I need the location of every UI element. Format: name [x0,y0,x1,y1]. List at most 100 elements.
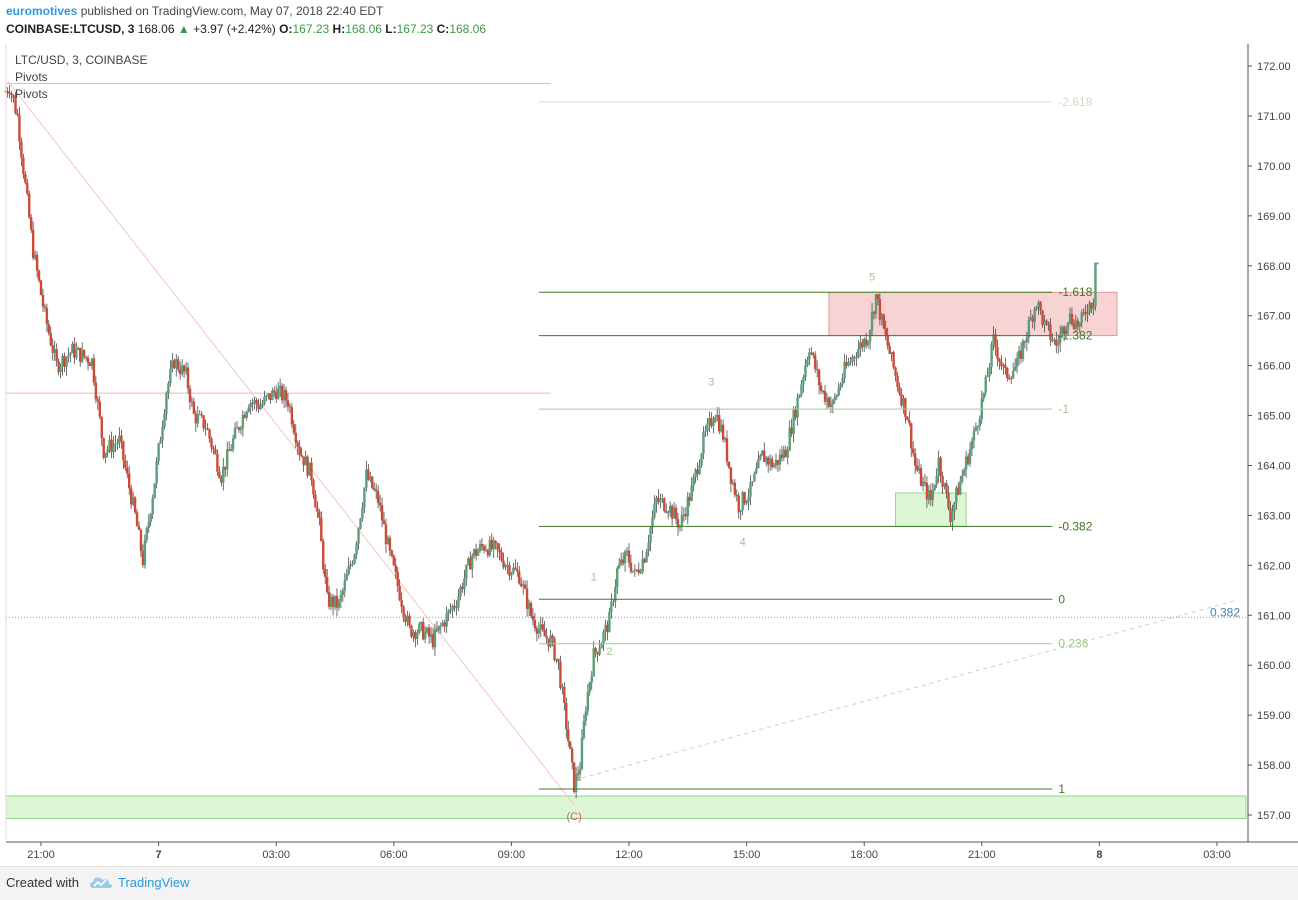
candle [224,466,227,478]
tradingview-brand-link[interactable]: TradingView [118,875,190,890]
candle-body [639,571,642,573]
candle-body [559,661,562,689]
candle-body [608,611,611,633]
candle-body [592,648,595,677]
candle-body [833,397,836,401]
candle [110,431,113,459]
tradingview-cloud-icon[interactable] [88,873,114,891]
fib-level-label: 0.236 [1058,637,1088,651]
candle [941,471,944,495]
candle-body [637,569,640,573]
candle [329,593,333,611]
candle-body [227,449,231,451]
candle [6,87,9,98]
candle-body [700,453,703,466]
author-link[interactable]: euromotives [6,4,78,18]
candle [747,488,750,511]
fib-level-label: -1.382 [1058,329,1092,343]
candle [276,381,280,400]
candle [688,492,691,507]
candle-body [590,676,593,683]
candle [684,507,688,521]
candle-body [1059,333,1062,344]
candle-body [621,559,625,564]
candle-body [204,428,207,430]
candle [180,359,184,377]
candle [1000,355,1003,371]
fib-level-label: 1 [1058,782,1065,796]
candle [1045,319,1048,327]
candle [949,501,952,528]
candle [206,423,209,431]
candle [514,559,517,571]
candle [557,658,560,670]
candle-body [292,424,296,433]
candle-body [841,378,844,385]
candle-body [541,624,544,630]
candle-body [845,362,848,366]
candle [933,484,936,492]
candle [339,589,343,609]
candle-body [390,550,394,556]
candle-body [84,356,88,358]
candle-body [725,438,729,462]
candle [171,353,174,373]
candle [723,436,727,443]
candle [188,384,192,410]
candle [729,467,733,493]
candle [672,501,676,519]
candle-body [55,349,58,362]
candle-body [898,387,901,394]
candle [335,588,339,617]
pivots-indicator-2[interactable]: Pivots [15,87,48,101]
candle-body [606,624,609,633]
candle-body [602,632,605,644]
candle-body [880,314,884,320]
fib-levels-layer: -2.618 -1.618 -1.382 -1 -0.382 0 0.236 1 [538,95,1093,796]
candle [435,621,439,633]
candle-body [817,370,821,386]
candle [241,410,245,437]
candle-body [253,400,256,403]
candle [106,445,109,458]
candle [202,414,205,432]
candle [98,395,101,420]
candle [131,491,135,506]
fib-level-label: -0.382 [1058,519,1092,533]
x-tick-label: 06:00 [380,849,408,861]
candle [962,467,966,477]
candle [868,329,872,350]
candle [529,600,533,619]
candle-body [896,375,899,388]
candle-body [355,543,358,555]
candle-body [88,363,92,366]
candle [908,411,911,427]
candle-body [855,357,858,359]
candle [275,385,278,403]
candle [26,178,29,196]
candle [1017,345,1021,366]
candle-body [786,450,789,458]
candle [590,671,593,690]
candle [978,415,982,431]
candle-body [1090,302,1093,309]
candle [406,610,409,627]
candle-body [369,476,372,480]
candle [921,476,925,492]
candle [896,371,899,392]
candle [345,569,348,581]
candle [124,454,127,472]
candle-body [86,357,90,364]
candle [755,462,758,475]
candle-body [445,613,448,627]
candle [982,392,985,403]
candle-body [802,377,805,385]
candle-body [778,454,782,465]
candle [384,518,388,553]
candle-body [298,446,301,456]
price-chart[interactable]: 0.382 -2.618 -1.618 -1.382 -1 -0.382 0 0.236 1 … [0,42,1298,866]
candle [478,539,482,553]
pivots-indicator-1[interactable]: Pivots [15,70,48,84]
candle-body [384,524,388,545]
candle-body [668,505,672,513]
